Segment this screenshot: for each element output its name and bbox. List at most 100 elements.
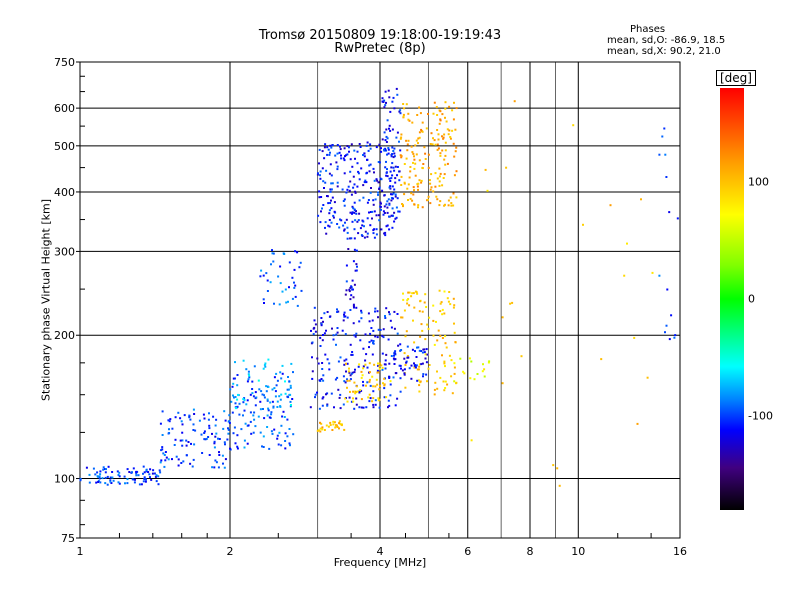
echo-point <box>182 460 185 463</box>
echo-point <box>407 356 410 359</box>
echo-point <box>406 187 409 190</box>
echo-point <box>403 357 406 360</box>
echo-point <box>204 438 207 441</box>
echo-point <box>336 152 339 155</box>
echo-point <box>368 371 371 374</box>
echo-point <box>183 414 186 417</box>
echo-point <box>320 422 323 425</box>
echo-point <box>319 174 321 177</box>
echo-point <box>161 446 164 449</box>
echo-point <box>362 347 365 350</box>
echo-point <box>388 215 390 218</box>
echo-point <box>407 112 410 115</box>
echo-point <box>403 373 406 376</box>
echo-point <box>270 263 272 266</box>
echo-point <box>388 375 391 378</box>
echo-point <box>369 191 372 194</box>
echo-point <box>227 420 230 423</box>
echo-point <box>326 392 329 395</box>
echo-point <box>137 474 140 477</box>
echo-point <box>406 299 409 302</box>
echo-point <box>280 393 283 396</box>
echo-point <box>453 101 455 104</box>
echo-point <box>435 106 438 109</box>
echo-point <box>277 443 280 446</box>
echo-point <box>405 361 408 364</box>
echo-point <box>399 149 402 152</box>
echo-point <box>450 375 453 378</box>
echo-point <box>281 290 284 293</box>
echo-point <box>439 119 442 122</box>
echo-point <box>397 210 400 213</box>
echo-point <box>284 288 287 291</box>
echo-point <box>340 219 343 222</box>
echo-point <box>251 380 254 383</box>
echo-point <box>371 217 373 220</box>
echo-point <box>364 359 367 362</box>
echo-point <box>361 224 364 227</box>
echo-point <box>338 226 341 229</box>
echo-point <box>441 308 444 311</box>
echo-point <box>325 393 327 396</box>
echo-point <box>452 297 455 300</box>
echo-point <box>351 220 354 223</box>
echo-point <box>414 174 417 177</box>
echo-point <box>362 367 365 370</box>
echo-point <box>391 185 394 188</box>
echo-point <box>390 193 392 196</box>
echo-point <box>110 482 113 484</box>
echo-point <box>289 393 292 396</box>
echo-point <box>313 326 316 329</box>
echo-point <box>343 204 346 207</box>
echo-point <box>360 398 363 401</box>
echo-point <box>245 368 248 371</box>
x-tick-label: 8 <box>527 545 534 558</box>
echo-point <box>336 308 338 311</box>
echo-point <box>388 313 391 316</box>
echo-point <box>389 180 392 182</box>
echo-point <box>351 205 354 208</box>
echo-point <box>338 151 341 154</box>
echo-point <box>349 343 352 346</box>
echo-point <box>278 303 281 306</box>
echo-point <box>402 298 405 301</box>
echo-point <box>233 426 236 429</box>
echo-point <box>322 320 324 323</box>
echo-point <box>427 195 430 198</box>
echo-point <box>400 133 403 136</box>
echo-point <box>674 334 677 337</box>
echo-point <box>352 296 355 299</box>
echo-point <box>262 435 265 438</box>
echo-point <box>335 161 338 164</box>
echo-point <box>311 377 314 380</box>
echo-point <box>450 204 453 207</box>
echo-point <box>327 202 330 205</box>
echo-point <box>389 380 392 383</box>
echo-point <box>417 346 420 349</box>
echo-point <box>140 483 143 486</box>
echo-point <box>366 201 369 204</box>
echo-point <box>316 173 319 176</box>
echo-point <box>351 353 354 356</box>
echo-point <box>317 429 320 432</box>
echo-point <box>248 374 251 377</box>
echo-point <box>401 316 404 319</box>
echo-point <box>143 478 146 480</box>
echo-point <box>374 403 377 406</box>
echo-point <box>327 425 330 428</box>
echo-point <box>421 362 424 365</box>
echo-point <box>321 339 324 342</box>
echo-point <box>443 173 446 176</box>
echo-point <box>422 373 425 376</box>
echo-point <box>347 248 350 250</box>
echo-point <box>366 158 369 161</box>
echo-point <box>362 406 365 409</box>
echo-point <box>99 481 102 484</box>
echo-point <box>385 160 387 163</box>
echo-point <box>142 480 145 483</box>
echo-point <box>311 356 313 359</box>
echo-point <box>334 378 337 381</box>
echo-point <box>231 411 234 414</box>
echo-point <box>262 298 265 301</box>
echo-point <box>403 372 406 375</box>
